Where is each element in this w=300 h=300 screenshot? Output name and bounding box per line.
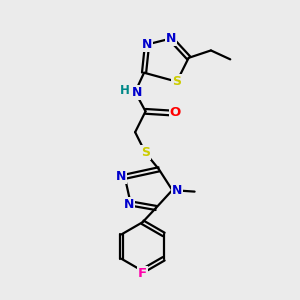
Text: H: H (120, 84, 130, 97)
Text: N: N (124, 199, 134, 212)
Text: N: N (142, 38, 152, 51)
Text: N: N (131, 85, 142, 98)
Text: S: S (141, 146, 150, 160)
Text: F: F (138, 267, 147, 280)
Text: N: N (172, 184, 182, 196)
Text: N: N (116, 170, 126, 183)
Text: S: S (172, 75, 181, 88)
Text: O: O (169, 106, 181, 119)
Text: N: N (166, 32, 176, 45)
